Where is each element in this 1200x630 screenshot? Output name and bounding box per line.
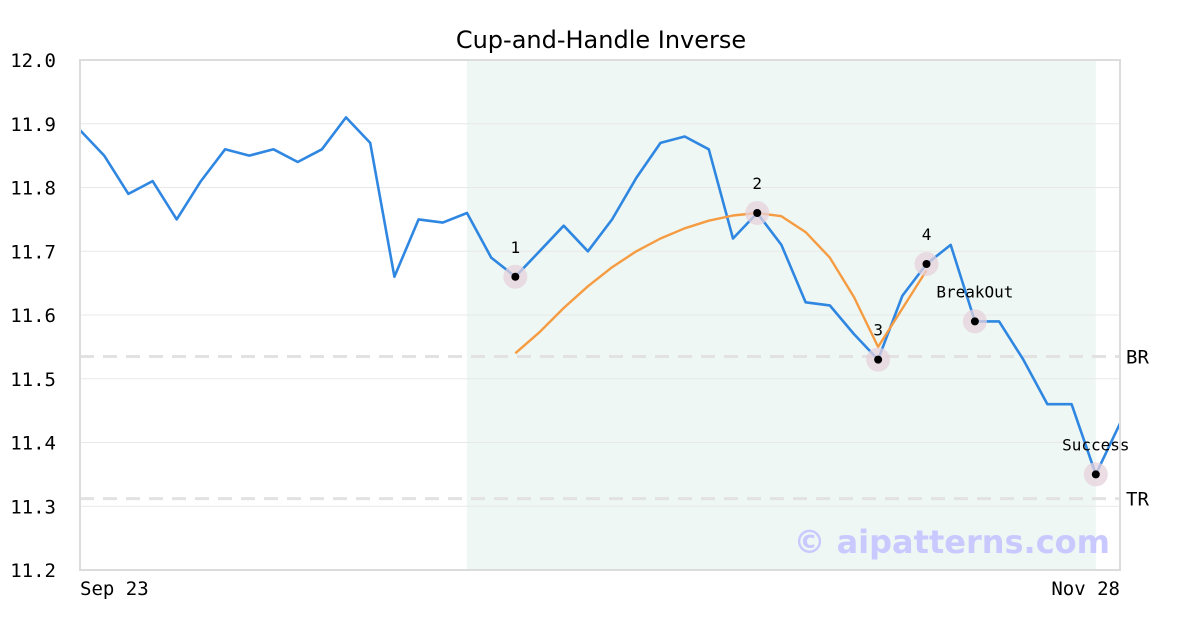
annotation-label: 2: [752, 174, 762, 193]
annotation-point: [874, 355, 883, 364]
watermark: © aipatterns.com: [793, 523, 1110, 561]
annotation-point: [753, 209, 762, 217]
y-tick-label: 11.9: [10, 114, 56, 136]
y-tick-label: 11.4: [10, 433, 56, 455]
annotation-label: BreakOut: [936, 282, 1013, 301]
reference-label-tr: TR: [1126, 489, 1149, 511]
series-layer: [79, 116, 1122, 476]
annotation-point: [511, 272, 520, 281]
y-tick-label: 12.0: [10, 50, 56, 72]
y-tick-label: 11.8: [10, 178, 56, 200]
annotation-point: [922, 260, 931, 268]
annotations: 1 2 3 4 BreakOut Success: [503, 174, 1130, 487]
annotation-breakout: BreakOut: [936, 282, 1013, 334]
annotation-1: 1: [503, 238, 528, 289]
price-series-line: [79, 116, 1122, 476]
annotation-label: 4: [922, 225, 932, 244]
annotation-point: [1091, 470, 1100, 479]
y-tick-label: 11.7: [10, 241, 56, 263]
x-axis: Sep 23 Nov 28: [80, 578, 1120, 600]
annotation-label: Success: [1062, 435, 1129, 454]
y-tick-label: 11.6: [10, 305, 56, 327]
annotation-point: [970, 317, 979, 326]
y-tick-label: 11.3: [10, 496, 56, 518]
plot-frame: [79, 59, 1121, 571]
x-tick-label: Nov 28: [1051, 578, 1120, 600]
x-tick-label: Sep 23: [80, 578, 149, 600]
y-tick-label: 11.5: [10, 369, 56, 391]
annotation-3: 3: [866, 321, 891, 372]
reference-lines: BR TR: [80, 346, 1149, 511]
annotation-label: 3: [873, 321, 883, 340]
y-axis: 12.0 11.9 11.8 11.7 11.6 11.5 11.4 11.3 11.2: [10, 50, 56, 582]
annotation-4: 4: [914, 225, 939, 276]
y-tick-label: 11.2: [10, 560, 56, 582]
annotation-success: Success: [1062, 435, 1130, 487]
reference-label-br: BR: [1126, 346, 1149, 368]
annotation-2: 2: [745, 174, 770, 225]
annotation-label: 1: [511, 238, 521, 257]
cup-curve-line: [514, 211, 928, 355]
chart-title: Cup-and-Handle Inverse: [456, 26, 746, 54]
